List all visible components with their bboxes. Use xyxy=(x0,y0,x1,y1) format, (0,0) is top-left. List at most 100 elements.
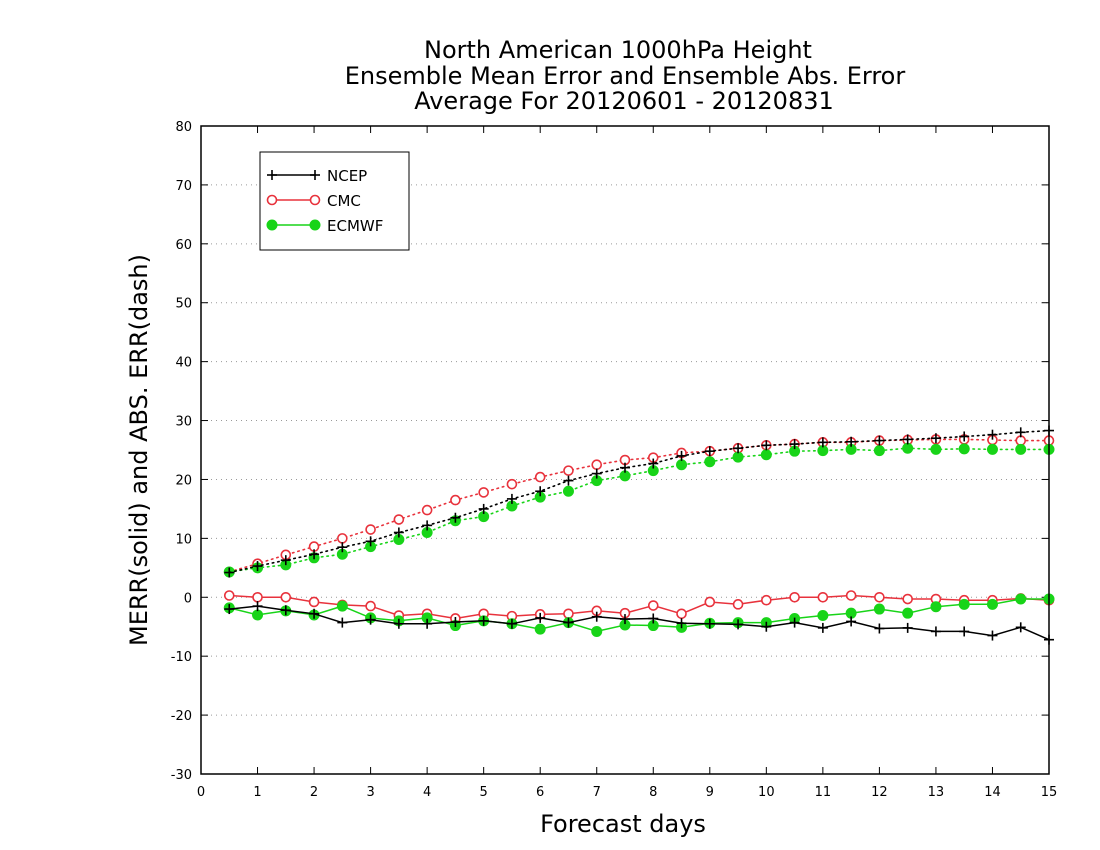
ecmwf-abs-point xyxy=(1015,443,1027,455)
ncep-merr-line xyxy=(229,605,1050,641)
ncep-abs-point xyxy=(704,446,715,457)
ecmwf-abs-point xyxy=(704,456,716,468)
y-tick-label: 60 xyxy=(175,238,192,253)
ncep-abs-point xyxy=(591,468,602,479)
y-tick-label: 40 xyxy=(175,356,192,371)
ecmwf-merr-point xyxy=(873,603,885,615)
cmc-abs-point xyxy=(421,504,433,516)
ncep-abs-point xyxy=(224,567,235,578)
x-tick-label: 0 xyxy=(197,785,205,800)
cmc-merr-point xyxy=(845,590,857,601)
ecmwf-merr-point xyxy=(958,598,970,610)
cmc-merr-point xyxy=(704,596,716,608)
ncep-merr-point xyxy=(676,618,687,629)
ncep-merr-point xyxy=(874,623,885,634)
legend-marker-cmc xyxy=(266,194,278,206)
ncep-merr-point xyxy=(761,621,772,632)
y-tick-label: 20 xyxy=(175,473,192,488)
cmc-merr-point xyxy=(223,590,235,601)
chart-title-line-1: North American 1000hPa Height xyxy=(424,36,812,64)
ecmwf-merr-point xyxy=(591,625,603,637)
ecmwf-abs-line xyxy=(228,447,1050,573)
ncep-abs-point xyxy=(761,440,772,451)
ecmwf-merr-point xyxy=(252,609,264,621)
chart-title-line-3: Average For 20120601 - 20120831 xyxy=(414,87,834,115)
ncep-abs-point xyxy=(959,431,970,442)
ncep-abs-point xyxy=(620,462,630,473)
x-tick-label: 9 xyxy=(706,785,714,800)
grid-lines xyxy=(201,184,1049,716)
cmc-abs-point xyxy=(534,471,546,483)
x-tick-label: 6 xyxy=(536,785,544,800)
y-tick-label: 80 xyxy=(175,120,192,135)
ncep-abs-point xyxy=(1015,427,1026,438)
ecmwf-merr-point xyxy=(986,598,998,610)
ncep-merr-point xyxy=(450,617,461,628)
legend-marker-ncep xyxy=(310,170,320,180)
ncep-merr-point xyxy=(817,622,828,633)
ncep-abs-point xyxy=(563,475,574,486)
cmc-merr-point xyxy=(789,591,800,603)
cmc-merr-point xyxy=(874,591,885,603)
ncep-merr-point xyxy=(506,618,517,629)
legend-box xyxy=(259,151,410,251)
cmc-abs-point xyxy=(1015,435,1027,446)
x-tick-label: 13 xyxy=(928,785,945,800)
ncep-abs-point xyxy=(422,520,433,531)
ecmwf-abs-point xyxy=(902,442,914,454)
ncep-abs-point xyxy=(478,503,489,514)
ncep-merr-point xyxy=(620,614,630,625)
cmc-merr-point xyxy=(280,591,292,603)
ncep-abs-point xyxy=(789,439,800,450)
plot-frame xyxy=(200,125,1050,775)
cmc-merr-point xyxy=(902,593,913,605)
ncep-abs-point xyxy=(450,512,461,523)
cmc-abs-point xyxy=(337,533,348,544)
ncep-merr-point xyxy=(280,605,291,616)
ecmwf-merr-point xyxy=(902,607,914,619)
ncep-merr-point xyxy=(846,616,857,627)
ncep-abs-point xyxy=(987,429,998,440)
legend-marker-ecmwf xyxy=(266,219,278,231)
x-tick-label: 12 xyxy=(871,785,888,800)
ecmwf-abs-point xyxy=(760,449,772,461)
cmc-merr-point xyxy=(732,599,744,610)
y-tick-label: 70 xyxy=(175,179,192,194)
ncep-merr-point xyxy=(733,619,744,630)
ncep-merr-point xyxy=(902,622,913,633)
ecmwf-merr-point xyxy=(817,610,829,622)
cmc-abs-point xyxy=(365,524,376,535)
ecmwf-abs-point xyxy=(958,443,970,455)
ncep-abs-point xyxy=(337,542,348,553)
ncep-abs-point xyxy=(535,486,546,497)
ncep-abs-point xyxy=(902,434,913,445)
y-tick-label: 30 xyxy=(175,415,192,430)
y-tick-label: -10 xyxy=(171,650,192,665)
legend-label-cmc: CMC xyxy=(327,192,361,210)
ncep-abs-point xyxy=(676,450,687,461)
series-layer xyxy=(223,425,1055,645)
cmc-merr-line xyxy=(229,594,1050,620)
x-tick-label: 7 xyxy=(593,785,601,800)
ncep-abs-point xyxy=(506,493,517,504)
ncep-abs-point xyxy=(365,536,376,547)
legend-marker-cmc xyxy=(309,194,321,206)
ncep-abs-point xyxy=(846,436,857,447)
ecmwf-abs-point xyxy=(873,445,885,457)
ecmwf-abs-point xyxy=(732,451,744,463)
cmc-abs-point xyxy=(450,494,461,506)
y-tick-label: -30 xyxy=(171,768,192,783)
ncep-merr-point xyxy=(309,608,320,619)
ncep-merr-point xyxy=(789,617,800,628)
ncep-merr-point xyxy=(365,614,376,625)
ncep-merr-point xyxy=(224,604,235,615)
ncep-merr-point xyxy=(478,615,489,626)
ncep-abs-point xyxy=(733,443,744,454)
cmc-abs-point xyxy=(591,459,603,471)
ncep-abs-point xyxy=(280,555,291,566)
y-tick-label: 0 xyxy=(184,591,192,606)
x-tick-label: 10 xyxy=(758,785,775,800)
x-tick-label: 15 xyxy=(1041,785,1058,800)
